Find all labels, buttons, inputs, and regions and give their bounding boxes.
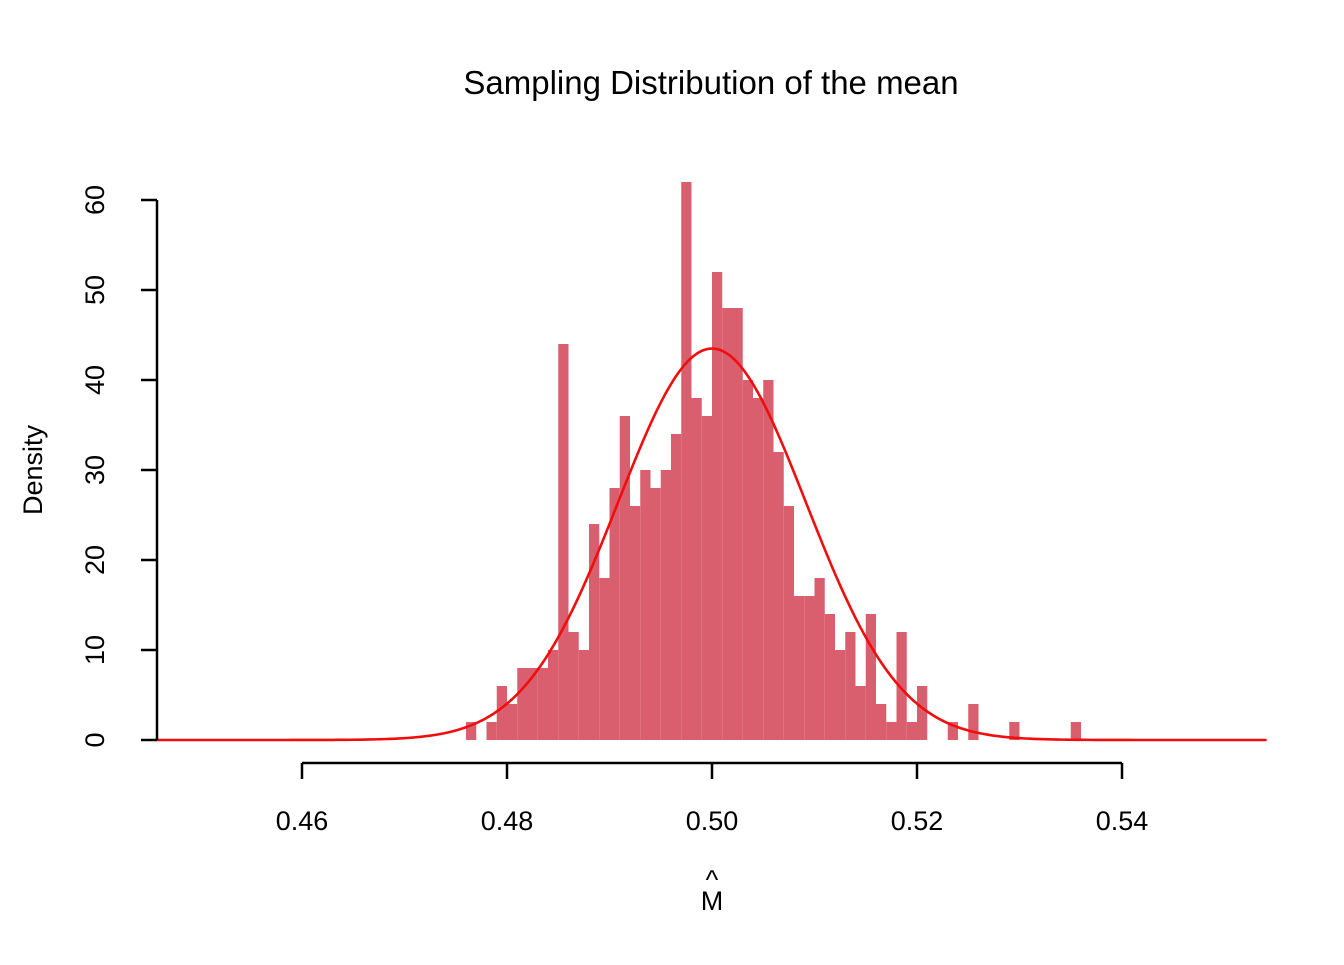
histogram-bar (845, 632, 856, 740)
histogram-bar (732, 308, 743, 740)
histogram-bar (701, 416, 712, 740)
histogram-bar (578, 650, 589, 740)
histogram-bar (691, 398, 702, 740)
histogram-bars (466, 182, 1081, 740)
histogram-bar (660, 470, 671, 740)
y-tick-label: 0 (80, 732, 110, 747)
histogram-bar (496, 686, 507, 740)
histogram-bar (548, 650, 559, 740)
histogram-bar (527, 668, 538, 740)
histogram-bar (742, 380, 753, 740)
histogram-bar (896, 632, 907, 740)
histogram-bar (773, 452, 784, 740)
histogram-bar (794, 596, 805, 740)
x-tick-label: 0.48 (481, 806, 534, 836)
density-curve-line (156, 347, 1267, 742)
histogram-bar (507, 704, 518, 740)
histogram-bar (619, 416, 630, 740)
y-tick-label: 60 (80, 185, 110, 215)
histogram-bar (855, 686, 866, 740)
histogram-bar (712, 272, 723, 740)
histogram-bar (466, 722, 477, 740)
histogram-bar (814, 578, 825, 740)
histogram-bar (486, 722, 497, 740)
y-tick-label: 10 (80, 635, 110, 665)
histogram-bar (568, 632, 579, 740)
histogram-bar (906, 722, 917, 740)
histogram-bar (1070, 722, 1081, 740)
histogram-bar (753, 398, 764, 740)
histogram-bar (722, 308, 733, 740)
histogram-bar (865, 614, 876, 740)
histogram-bar (630, 506, 641, 740)
histogram-bar (835, 650, 846, 740)
y-axis: 0 10 20 30 40 50 60 (80, 185, 159, 748)
histogram-bar (640, 470, 651, 740)
y-axis-label: Density (18, 424, 48, 515)
x-tick-label: 0.54 (1096, 806, 1149, 836)
y-tick-label: 30 (80, 455, 110, 485)
histogram-bar (917, 686, 928, 740)
histogram-bar (650, 488, 661, 740)
histogram-bar (671, 434, 682, 740)
histogram-bar (763, 380, 774, 740)
x-tick-label: 0.50 (686, 806, 739, 836)
x-axis-label-hat: ^ (706, 865, 719, 895)
histogram-bar (517, 668, 528, 740)
histogram-bar (947, 722, 958, 740)
x-tick-label: 0.52 (891, 806, 944, 836)
histogram-bar (537, 668, 548, 740)
histogram-bar (886, 722, 897, 740)
histogram-bar (589, 524, 600, 740)
y-tick-label: 50 (80, 275, 110, 305)
histogram-bar (804, 596, 815, 740)
histogram-bar (783, 506, 794, 740)
y-tick-label: 20 (80, 545, 110, 575)
chart-title: Sampling Distribution of the mean (463, 64, 958, 101)
x-axis: 0.46 0.48 0.50 0.52 0.54 (276, 761, 1149, 836)
histogram-bar (599, 578, 610, 740)
histogram-bar (609, 488, 620, 740)
histogram-bar (824, 614, 835, 740)
y-tick-label: 40 (80, 365, 110, 395)
histogram-bar (681, 182, 692, 740)
x-axis-label: M (701, 886, 724, 916)
histogram-bar (876, 704, 887, 740)
histogram-bar (968, 704, 979, 740)
histogram-bar (558, 344, 569, 740)
histogram-bar (1009, 722, 1020, 740)
x-tick-label: 0.46 (276, 806, 329, 836)
